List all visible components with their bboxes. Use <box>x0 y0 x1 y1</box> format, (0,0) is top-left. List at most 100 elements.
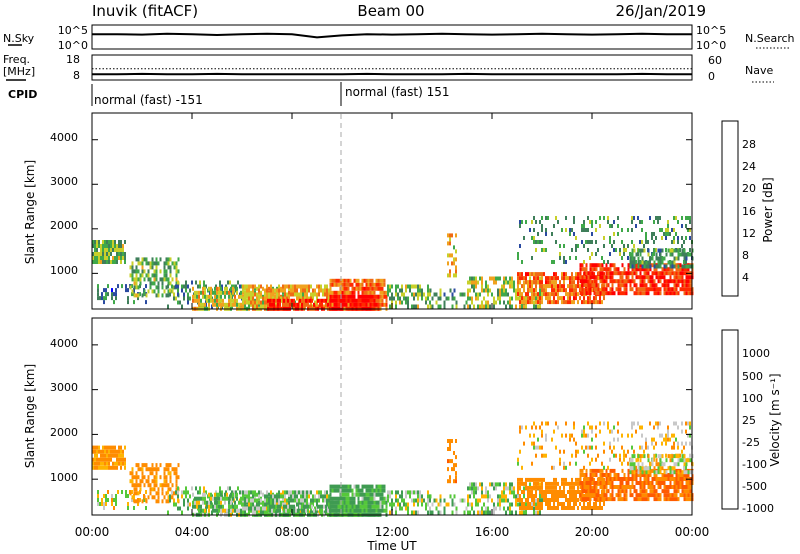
power-cell <box>521 276 523 281</box>
velocity-cell <box>185 490 187 495</box>
power-cell <box>613 248 615 252</box>
power-cell <box>591 283 594 288</box>
velocity-cell <box>248 502 250 507</box>
velocity-cell <box>473 490 475 495</box>
power-cell <box>373 298 376 303</box>
velocity-cell <box>419 498 421 503</box>
power-cell <box>262 300 264 305</box>
power-cell <box>521 284 523 289</box>
power-cell <box>653 220 655 224</box>
velocity-cell <box>609 493 612 498</box>
velocity-cell <box>671 473 674 477</box>
velocity-cell <box>515 502 517 507</box>
power-panel: Slant Range [km] 4000 3000 2000 1000 28 … <box>23 112 775 311</box>
power-cell <box>657 220 659 224</box>
velocity-cell <box>547 485 549 490</box>
velocity-cell <box>629 485 632 489</box>
power-cell <box>206 298 208 303</box>
power-cell <box>331 298 334 303</box>
velocity-cell <box>298 498 300 503</box>
velocity-cluster <box>92 445 126 470</box>
velocity-cell <box>165 467 168 472</box>
velocity-cell <box>425 502 427 507</box>
velocity-cell <box>363 492 366 497</box>
power-cell <box>665 279 668 284</box>
power-cell <box>635 287 638 292</box>
power-cell <box>589 263 592 268</box>
velocity-cell <box>262 492 264 497</box>
velocity-cell <box>296 490 298 495</box>
power-cell <box>127 296 129 301</box>
velocity-cell <box>248 490 250 495</box>
velocity-cell <box>329 504 332 509</box>
velocity-cell <box>455 479 457 484</box>
velocity-cell <box>264 502 266 507</box>
velocity-cell <box>214 496 216 501</box>
velocity-cell <box>589 502 591 506</box>
power-cell <box>161 281 164 286</box>
velocity-cell <box>167 490 169 495</box>
velocity-cell <box>563 490 565 494</box>
power-cell <box>275 298 277 303</box>
velocity-cell <box>569 481 571 486</box>
power-cell <box>633 260 636 265</box>
power-cell <box>237 280 239 285</box>
velocity-cell <box>137 502 139 506</box>
power-cell <box>298 284 300 289</box>
power-cell <box>613 232 615 236</box>
power-cell <box>467 292 469 297</box>
velocity-cell <box>425 506 427 511</box>
power-cell <box>196 298 198 303</box>
power-cell <box>218 290 220 295</box>
power-cell <box>173 292 175 297</box>
velocity-cell <box>379 492 382 497</box>
power-cell <box>357 282 360 287</box>
power-cell <box>197 284 199 289</box>
power-cell <box>511 280 513 285</box>
power-cell <box>135 257 138 262</box>
power-cell <box>473 280 475 285</box>
power-cell <box>517 288 519 293</box>
velocity-cell <box>96 449 98 454</box>
power-cell <box>621 256 623 260</box>
velocity-cell <box>427 490 429 495</box>
power-cell <box>451 296 454 301</box>
velocity-cell <box>163 495 166 500</box>
power-cell <box>643 248 646 253</box>
power-cell <box>647 264 650 269</box>
velocity-cell <box>667 466 670 471</box>
velocity-cell <box>537 477 539 482</box>
power-cell <box>169 269 172 274</box>
power-cell <box>651 256 654 261</box>
velocity-cell <box>625 489 628 494</box>
velocity-cell <box>137 483 140 488</box>
velocity-cell <box>599 477 602 481</box>
power-cell <box>177 300 179 305</box>
velocity-cell <box>326 502 328 507</box>
velocity-cell <box>563 506 565 510</box>
velocity-cell <box>387 494 389 499</box>
velocity-cell <box>593 481 596 485</box>
power-cell <box>653 279 656 284</box>
power-cell <box>671 264 674 269</box>
velocity-cell <box>363 504 366 509</box>
velocity-cell <box>317 504 319 509</box>
power-cell <box>157 289 160 294</box>
power-cell <box>131 277 134 282</box>
power-cell <box>337 298 340 303</box>
velocity-cell <box>314 498 316 503</box>
power-cell <box>555 272 557 277</box>
velocity-cell <box>114 445 116 450</box>
power-cell <box>363 286 366 291</box>
xtick-0800: 08:00 <box>275 525 310 539</box>
power-cell <box>623 279 626 284</box>
velocity-cell <box>302 490 304 495</box>
power-cell <box>248 304 250 309</box>
power-cell <box>655 267 658 272</box>
velocity-cell <box>625 493 628 498</box>
velocity-cell <box>613 453 615 458</box>
velocity-cell <box>417 490 419 495</box>
power-cell <box>475 292 477 297</box>
velocity-cell <box>329 500 332 505</box>
velocity-cell <box>545 490 547 494</box>
